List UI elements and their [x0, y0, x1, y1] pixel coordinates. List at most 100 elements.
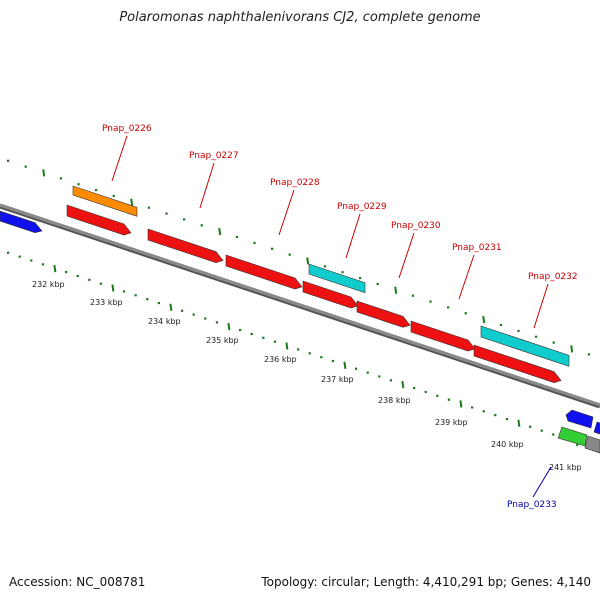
gene-leader-line [345, 213, 361, 259]
scale-label: 232 kbp [32, 280, 65, 289]
upper-minor-tick [429, 300, 432, 303]
lower-minor-tick [331, 359, 334, 363]
gene-arrow-blue [565, 409, 594, 429]
gene-arrow-red [225, 254, 303, 290]
scale-label: 239 kbp [435, 418, 468, 427]
upper-major-tick [482, 315, 486, 324]
gene-bar-cyan [480, 325, 570, 367]
gene-leader-line [111, 135, 128, 182]
lower-minor-tick [529, 425, 532, 428]
gene-arrow-blue [593, 421, 600, 435]
upper-minor-tick [411, 294, 414, 297]
lower-minor-tick [215, 321, 218, 324]
gene-leader-line [532, 466, 552, 498]
lower-minor-tick [123, 290, 126, 293]
upper-minor-tick [288, 253, 291, 256]
upper-major-tick [130, 198, 134, 206]
lower-major-tick [53, 264, 57, 273]
lower-major-tick [517, 419, 521, 427]
lower-minor-tick [30, 259, 33, 262]
gene-arrow-gray [584, 435, 600, 454]
lower-minor-tick [308, 352, 311, 355]
upper-minor-tick [552, 341, 555, 344]
backbone-line [0, 203, 600, 407]
upper-minor-tick [24, 165, 27, 168]
upper-minor-tick [77, 183, 80, 186]
lower-minor-tick [552, 433, 555, 436]
lower-minor-tick [540, 429, 543, 432]
scale-label: 240 kbp [491, 440, 524, 449]
lower-minor-tick [273, 340, 276, 343]
lower-minor-tick [88, 278, 91, 281]
gene-arrow-red [66, 204, 132, 236]
gene-leader-line [199, 162, 215, 209]
upper-minor-tick [464, 312, 467, 315]
gene-arrow-blue [0, 210, 43, 233]
gene-bar-orange [72, 185, 138, 217]
lower-minor-tick [413, 386, 416, 390]
gene-arrow-red [147, 228, 224, 263]
lower-major-tick [111, 284, 115, 292]
upper-minor-tick [112, 194, 115, 198]
upper-minor-tick [359, 276, 362, 280]
lower-minor-tick [7, 251, 10, 254]
lower-major-tick [459, 400, 463, 408]
lower-major-tick [401, 380, 405, 389]
lower-minor-tick [378, 375, 381, 378]
map-title: Polaromonas naphthalenivorans CJ2, compl… [119, 10, 481, 25]
upper-major-tick [306, 257, 310, 265]
lower-minor-tick [204, 317, 207, 320]
gene-label: Pnap_0229 [337, 202, 387, 212]
lower-minor-tick [505, 417, 508, 421]
scale-label: 237 kbp [321, 375, 354, 384]
gene-label: Pnap_0232 [528, 272, 578, 282]
gene-label: Pnap_0233 [507, 500, 557, 510]
lower-minor-tick [366, 371, 369, 374]
lower-minor-tick [146, 298, 149, 301]
gene-bar-cyan [308, 263, 366, 294]
gene-leader-line [398, 232, 415, 279]
upper-minor-tick [200, 224, 203, 227]
lower-minor-tick [494, 414, 497, 417]
upper-major-tick [42, 169, 46, 177]
lower-minor-tick [181, 309, 184, 312]
lower-minor-tick [18, 255, 21, 258]
upper-major-tick [570, 345, 574, 353]
lower-minor-tick [250, 332, 253, 336]
gene-label: Pnap_0227 [189, 151, 239, 161]
lower-minor-tick [471, 406, 474, 409]
gene-label: Pnap_0230 [391, 221, 441, 231]
lower-minor-tick [436, 394, 439, 397]
gene-leader-line [458, 254, 475, 300]
upper-minor-tick [165, 212, 168, 215]
upper-minor-tick [447, 306, 450, 309]
lower-minor-tick [65, 270, 68, 274]
upper-minor-tick [147, 206, 150, 209]
scale-label: 235 kbp [206, 336, 239, 345]
upper-minor-tick [7, 159, 10, 162]
accession-label: Accession: NC_008781 [9, 575, 146, 589]
lower-minor-tick [157, 301, 160, 305]
lower-minor-tick [239, 328, 242, 332]
lower-minor-tick [41, 263, 44, 266]
gene-arrow-red [410, 320, 476, 352]
upper-minor-tick [59, 177, 62, 180]
gene-arrow-green [557, 426, 588, 447]
upper-minor-tick [499, 323, 502, 327]
lower-minor-tick [99, 282, 102, 285]
lower-minor-tick [389, 379, 392, 382]
upper-minor-tick [341, 271, 344, 274]
gene-label: Pnap_0231 [452, 243, 502, 253]
lower-major-tick [343, 361, 347, 369]
upper-minor-tick [517, 329, 520, 332]
upper-minor-tick [323, 265, 326, 268]
gene-label: Pnap_0228 [270, 178, 320, 188]
upper-minor-tick [271, 247, 274, 250]
lower-major-tick [169, 303, 173, 311]
gene-label: Pnap_0226 [102, 124, 152, 134]
upper-minor-tick [587, 353, 590, 356]
upper-minor-tick [376, 282, 379, 286]
upper-major-tick [218, 227, 222, 236]
lower-minor-tick [424, 390, 427, 394]
